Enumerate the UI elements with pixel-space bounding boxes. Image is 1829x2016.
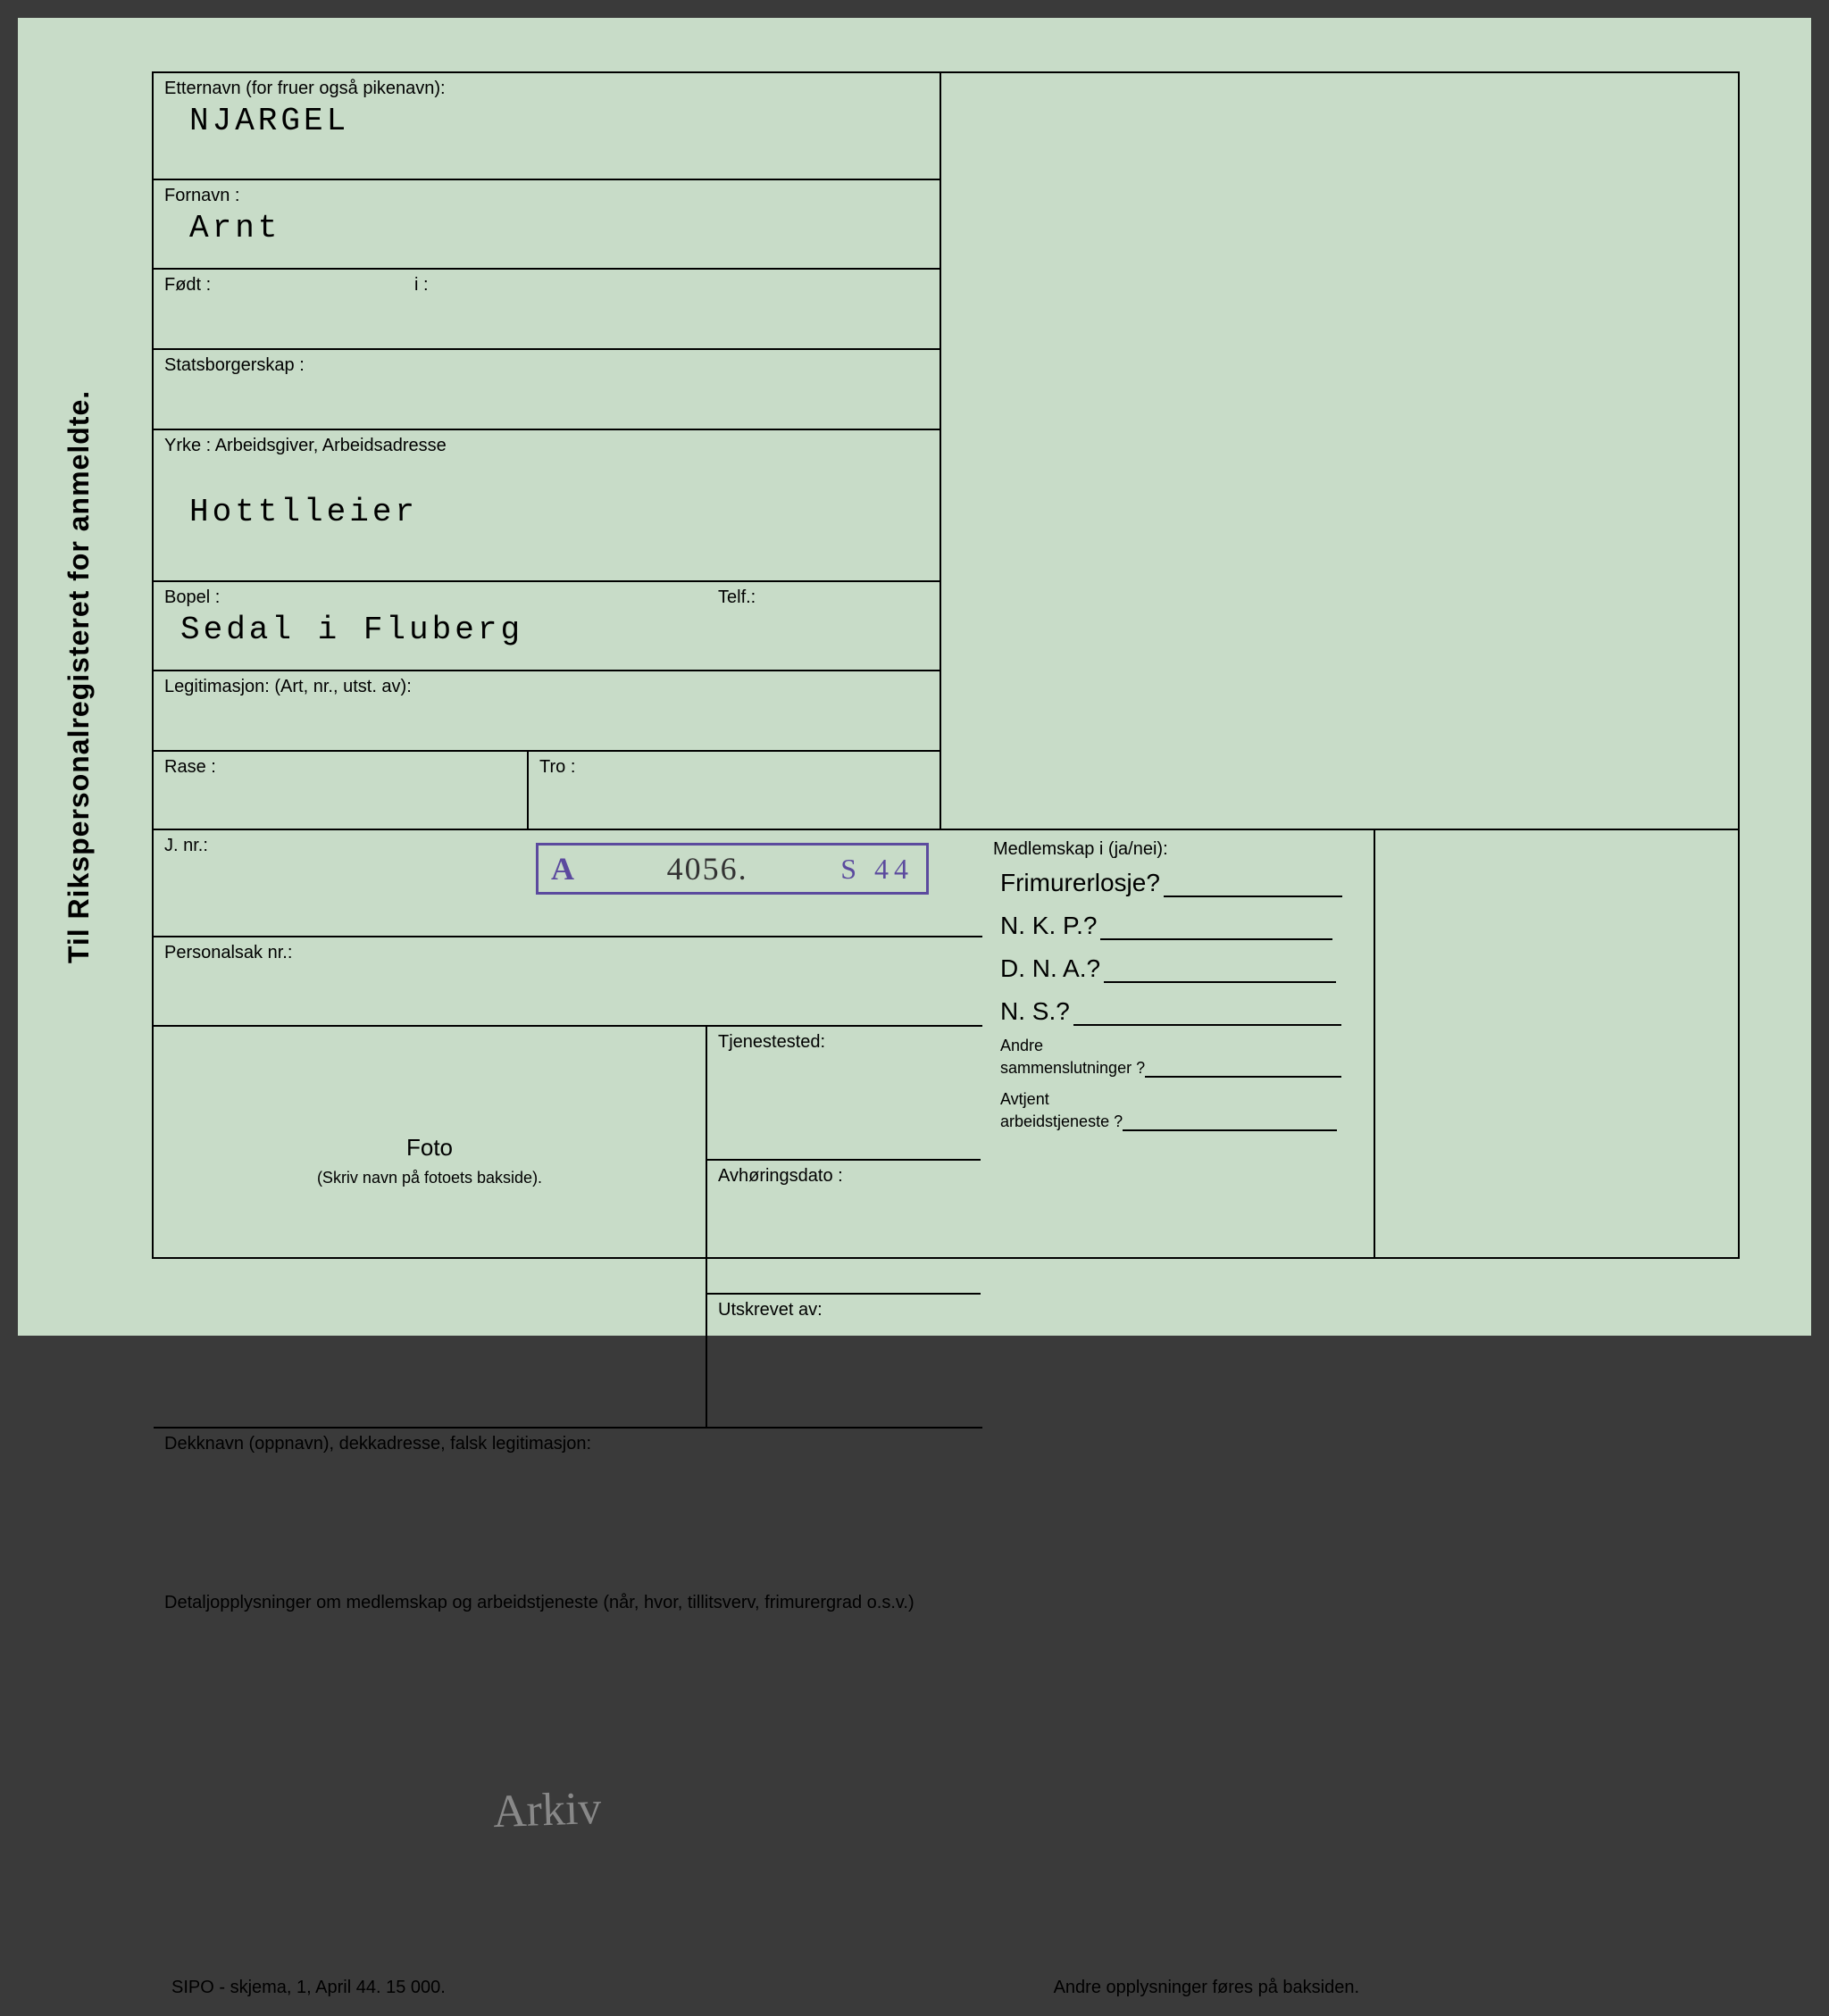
label-andre-samm2: sammenslutninger ? xyxy=(982,1055,1374,1078)
label-tro: Tro : xyxy=(529,752,586,779)
label-avtjent: Avtjent xyxy=(982,1078,1374,1109)
membership-nkp: N. K. P.? xyxy=(982,904,1374,947)
label-statsborgerskap: Statsborgerskap : xyxy=(154,350,940,378)
label-fornavn: Fornavn : xyxy=(154,180,940,208)
registry-card: Til Rikspersonalregisteret for anmeldte.… xyxy=(18,18,1811,1336)
membership-frimurer: Frimurerlosje? xyxy=(982,862,1374,904)
membership-ns: N. S.? xyxy=(982,990,1374,1033)
handwritten-arkiv: Arkiv xyxy=(492,1782,602,1838)
label-legitimasjon: Legitimasjon: (Art, nr., utst. av): xyxy=(154,671,940,699)
label-yrke: Yrke : Arbeidsgiver, Arbeidsadresse xyxy=(154,430,940,458)
label-telf: Telf.: xyxy=(707,582,766,610)
membership-dna: D. N. A.? xyxy=(982,947,1374,990)
label-avtjent2: arbeidstjeneste ? xyxy=(982,1109,1374,1131)
label-fodt-i: i : xyxy=(404,270,439,297)
label-bopel: Bopel : xyxy=(154,582,707,610)
value-bopel: Sedal i Fluberg xyxy=(154,610,707,654)
label-detalj: Detaljopplysninger om medlemskap og arbe… xyxy=(154,1587,1377,1615)
form-grid: Etternavn (for fruer også pikenavn): NJA… xyxy=(152,71,1740,1259)
label-medlemskap: Medlemskap i (ja/nei): xyxy=(982,834,1374,862)
value-yrke: Hottlleier xyxy=(154,458,940,536)
label-etternavn: Etternavn (for fruer også pikenavn): xyxy=(154,73,940,101)
side-label: Til Rikspersonalregisteret for anmeldte. xyxy=(63,390,96,963)
value-fornavn: Arnt xyxy=(154,208,940,252)
footer-andre-opp: Andre opplysninger føres på baksiden. xyxy=(1054,1978,1359,1998)
label-utskrevet: Utskrevet av: xyxy=(707,1295,981,1322)
value-etternavn: NJARGEL xyxy=(154,101,940,145)
footer-sipo: SIPO - skjema, 1, April 44. 15 000. xyxy=(171,1978,446,1998)
label-dekknavn: Dekknavn (oppnavn), dekkadresse, falsk l… xyxy=(154,1429,982,1456)
label-fodt: Født : xyxy=(154,270,404,297)
label-andre-samm: Andre xyxy=(982,1033,1374,1055)
label-rase: Rase : xyxy=(154,752,527,779)
